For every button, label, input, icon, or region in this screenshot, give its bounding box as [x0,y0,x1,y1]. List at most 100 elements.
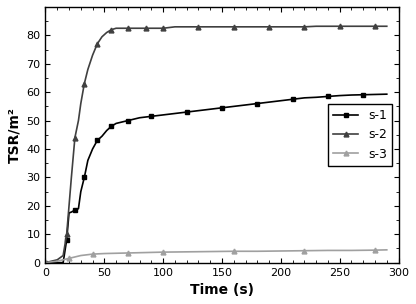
s-2 [267,25,272,29]
s-1 [255,102,260,105]
s-1 [69,210,74,214]
s-2 [143,26,148,30]
s-1 [55,261,60,264]
Y-axis label: TSR/m²: TSR/m² [7,107,21,163]
s-2 [325,24,330,28]
Line: s-2: s-2 [43,24,389,265]
s-2 [109,28,114,32]
s-2 [104,31,109,34]
s-1 [337,94,342,97]
s-2 [99,35,104,39]
s-3 [208,250,213,253]
s-2 [231,25,236,29]
s-1 [82,176,87,179]
s-3 [102,252,107,255]
s-3 [372,248,377,252]
s-2 [131,26,136,30]
X-axis label: Time (s): Time (s) [190,283,254,297]
s-3 [125,251,130,255]
Legend: s-1, s-2, s-3: s-1, s-2, s-3 [328,104,392,166]
s-1 [173,112,178,115]
s-1 [99,134,104,138]
s-2 [149,26,154,30]
s-1 [119,120,124,124]
s-1 [231,105,236,108]
s-3 [114,251,119,255]
s-2 [337,24,342,28]
s-2 [220,25,225,29]
s-1 [137,116,142,119]
s-1 [184,110,189,114]
s-2 [290,25,295,29]
s-3 [61,258,66,262]
s-1 [290,98,295,101]
s-1 [43,261,48,264]
s-2 [95,42,100,46]
s-1 [95,139,100,142]
s-2 [384,24,389,28]
s-2 [278,25,283,29]
s-2 [67,204,72,208]
s-1 [114,122,119,125]
s-2 [82,82,87,85]
s-1 [161,113,166,117]
s-3 [90,252,95,256]
s-2 [196,25,201,29]
s-2 [349,24,354,28]
s-2 [125,26,130,30]
s-1 [361,93,366,97]
s-2 [173,25,178,29]
s-2 [184,25,189,29]
s-2 [208,25,213,29]
s-2 [61,254,66,257]
s-3 [72,255,77,259]
s-3 [184,250,189,254]
s-1 [349,93,354,97]
s-2 [114,26,119,30]
s-2 [72,136,77,140]
s-1 [72,208,77,212]
s-1 [109,124,114,128]
s-3 [349,249,354,252]
s-1 [267,100,272,104]
s-1 [78,190,83,193]
s-1 [149,115,154,118]
s-2 [137,26,142,30]
s-2 [314,24,319,28]
s-2 [302,25,307,29]
s-2 [155,26,160,30]
s-3 [255,250,260,253]
s-3 [302,249,307,253]
s-3 [43,261,48,264]
s-1 [131,117,136,121]
s-2 [43,261,48,264]
s-2 [78,102,83,105]
s-1 [220,106,225,110]
s-2 [243,25,248,29]
s-1 [90,147,95,151]
s-1 [208,107,213,111]
s-2 [90,54,95,57]
s-1 [125,119,130,123]
s-3 [384,248,389,252]
s-3 [325,249,330,252]
Line: s-3: s-3 [43,247,389,265]
s-1 [196,109,201,112]
s-3 [78,254,83,257]
s-1 [67,211,72,215]
s-2 [119,26,124,30]
s-1 [243,103,248,107]
s-2 [372,24,377,28]
s-2 [85,67,90,71]
s-3 [278,249,283,253]
s-2 [55,258,60,262]
s-3 [161,250,166,254]
s-1 [372,93,377,96]
s-1 [61,261,66,264]
s-2 [64,232,69,236]
s-1 [384,92,389,96]
s-3 [149,250,154,254]
s-2 [69,176,74,179]
s-3 [231,250,236,253]
s-1 [314,95,319,99]
